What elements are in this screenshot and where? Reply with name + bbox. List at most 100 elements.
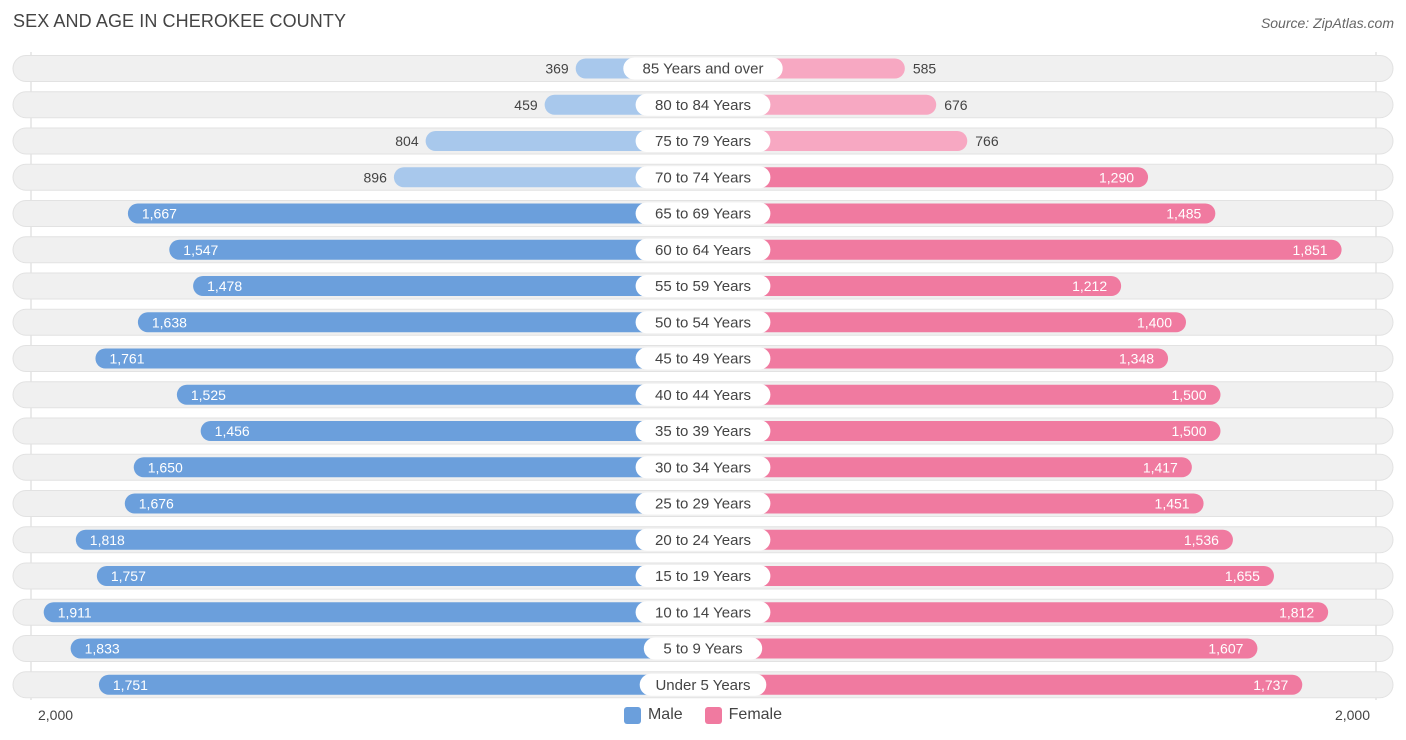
value-label-female: 1,851 [1293,242,1328,258]
category-label: 5 to 9 Years [663,641,742,658]
chart-row: 1,911 1,812 10 to 14 Years [12,598,1394,626]
value-label-female: 1,536 [1184,532,1219,548]
value-label-female: 1,485 [1166,206,1201,222]
value-label-female: 766 [975,133,999,149]
value-label-female: 1,348 [1119,351,1154,367]
chart-row: 1,456 1,500 35 to 39 Years [12,417,1394,445]
bar-female [703,493,1204,514]
value-label-male: 1,751 [113,677,148,693]
category-label-pill [635,93,771,116]
value-label-female: 1,290 [1099,169,1134,185]
chart-row: 896 1,290 70 to 74 Years [12,163,1394,191]
category-label-pill [635,492,771,515]
legend-item-male: Male [623,706,683,724]
bar-male [393,167,703,188]
category-label: Under 5 Years [655,677,750,694]
value-label-male: 1,761 [109,351,144,367]
value-label-male: 1,478 [207,278,242,294]
value-label-female: 1,655 [1225,568,1260,584]
chart-row: 369 585 85 Years and over [12,55,1394,82]
category-label: 15 to 19 Years [655,568,751,585]
chart-title: SEX AND AGE IN CHEROKEE COUNTY [13,11,347,31]
category-label: 60 to 64 Years [655,242,751,259]
category-label-pill [635,601,771,624]
chart-row: 1,757 1,655 15 to 19 Years [12,562,1394,590]
category-label: 10 to 14 Years [655,604,751,621]
category-label: 30 to 34 Years [655,459,751,476]
bar-male [169,239,703,260]
legend: Male Female [0,706,1406,724]
category-label: 70 to 74 Years [655,169,751,186]
legend-swatch-female [704,706,722,724]
category-label-pill [639,673,767,696]
legend-swatch-male [623,706,641,724]
value-label-male: 459 [514,97,538,113]
chart-row: 1,676 1,451 25 to 29 Years [12,490,1394,517]
bar-male [124,493,703,514]
value-label-female: 1,607 [1208,641,1243,657]
value-label-female: 676 [944,97,968,113]
bar-male [425,131,703,151]
value-label-male: 1,547 [183,242,218,258]
category-label: 25 to 29 Years [655,496,751,513]
bar-male [133,457,703,478]
bar-male [95,348,703,369]
value-label-male: 1,456 [215,423,250,439]
category-label-pill [635,383,771,406]
category-label-pill [635,238,771,261]
value-label-male: 896 [364,169,388,185]
value-label-male: 1,638 [152,314,187,330]
category-label-pill [635,130,771,152]
bar-male [96,566,703,586]
bar-male [193,276,703,296]
bar-male [176,384,703,405]
bar-female [703,457,1192,478]
bar-female [703,312,1186,333]
category-label-pill [623,57,783,80]
value-label-male: 804 [395,133,419,149]
chart-row: 459 676 80 to 84 Years [12,91,1394,119]
value-label-female: 1,500 [1171,387,1206,403]
chart-source: Source: ZipAtlas.com [1260,15,1394,31]
legend-item-female: Female [704,706,783,724]
category-label-pill [635,528,771,551]
category-label: 40 to 44 Years [655,387,751,404]
bar-female [703,276,1122,296]
category-label: 20 to 24 Years [655,532,751,549]
category-label: 35 to 39 Years [655,423,751,440]
category-label: 80 to 84 Years [655,97,751,114]
bar-male [70,638,704,659]
bar-male [137,312,703,333]
bar-female [703,167,1149,188]
category-label-pill [635,347,771,370]
chart-row: 1,833 1,607 5 to 9 Years [12,635,1394,662]
category-label-pill [635,311,771,334]
bar-female [703,602,1329,623]
value-label-male: 1,833 [85,641,120,657]
bar-female [703,203,1216,224]
chart-row: 1,751 1,737 Under 5 Years [12,671,1394,699]
population-pyramid-chart: 369 585 85 Years and over 459 676 80 to 84 Ye… [12,52,1394,700]
legend-label-male: Male [647,706,683,723]
axis-label-left: 2,000 [38,707,74,723]
category-label-pill [635,565,771,587]
category-label-pill [643,637,763,660]
chart-row: 1,818 1,536 20 to 24 Years [12,526,1394,554]
value-label-female: 585 [913,61,937,77]
chart-row: 1,667 1,485 65 to 69 Years [12,200,1394,227]
value-label-female: 1,212 [1072,278,1107,294]
bar-female [703,638,1258,659]
category-label: 50 to 54 Years [655,314,751,331]
bar-male [43,602,703,623]
chart-row: 1,478 1,212 55 to 59 Years [12,272,1394,300]
category-label-pill [635,202,771,225]
category-label: 55 to 59 Years [655,278,751,295]
value-label-female: 1,500 [1171,423,1206,439]
category-label: 65 to 69 Years [655,206,751,223]
value-label-male: 1,667 [142,206,177,222]
axis-label-right: 2,000 [1334,707,1370,723]
legend-label-female: Female [728,706,783,723]
bar-male [75,529,704,550]
value-label-male: 1,818 [90,532,125,548]
value-label-male: 369 [545,61,569,77]
